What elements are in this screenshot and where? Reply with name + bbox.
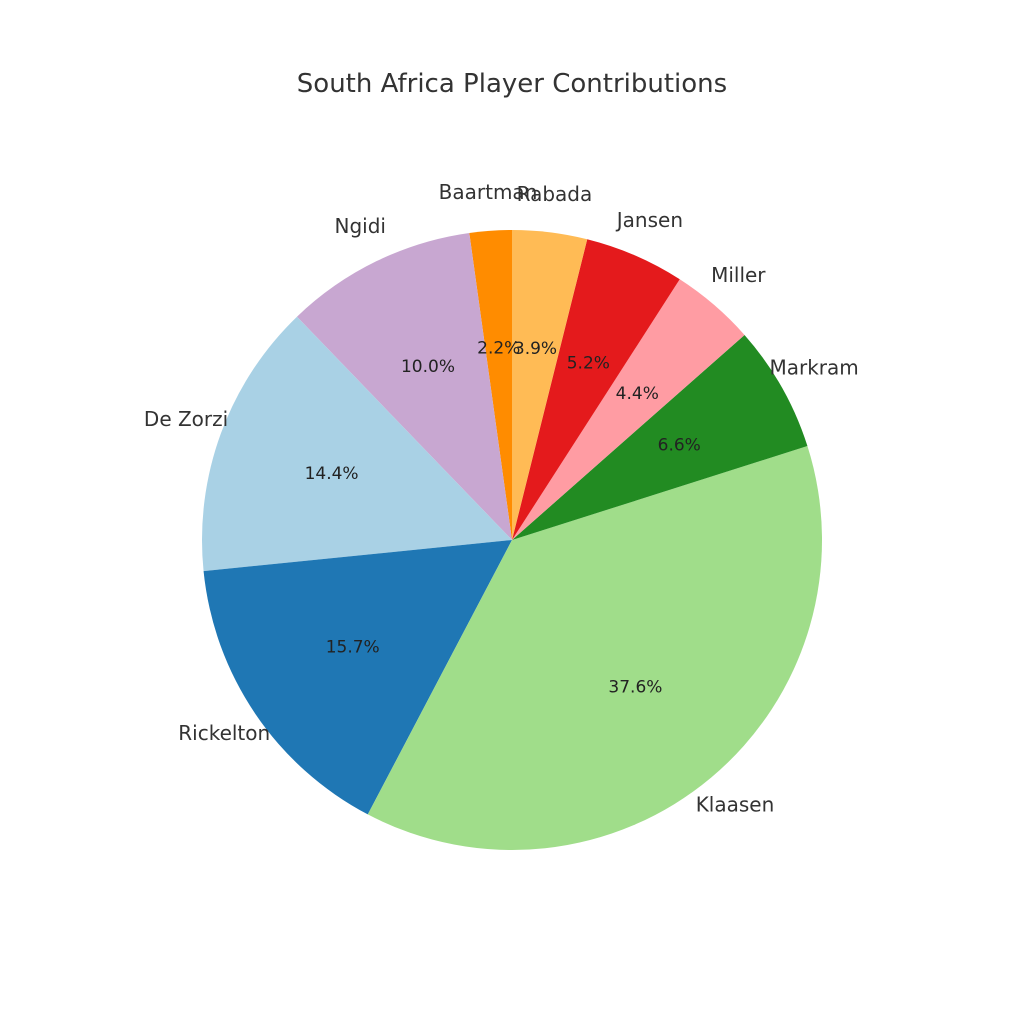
pie-chart: South Africa Player Contributions 2.2%10… xyxy=(0,0,1024,1024)
pie-label: Rabada xyxy=(517,182,593,206)
pie-label: Miller xyxy=(711,263,766,287)
pie-label: Jansen xyxy=(615,208,683,232)
pie-percent: 37.6% xyxy=(608,677,662,697)
pie-percent: 10.0% xyxy=(401,357,455,377)
pie-percent: 6.6% xyxy=(658,435,701,455)
pie-label: Rickelton xyxy=(178,721,270,745)
chart-title: South Africa Player Contributions xyxy=(297,69,727,99)
pie-percent: 3.9% xyxy=(514,339,557,359)
pie-slices xyxy=(202,230,822,850)
pie-label: Markram xyxy=(769,355,858,379)
pie-label: Klaasen xyxy=(696,793,775,817)
pie-percent: 5.2% xyxy=(567,354,610,374)
pie-percent: 14.4% xyxy=(305,464,359,484)
pie-percent: 15.7% xyxy=(326,638,380,658)
pie-label: De Zorzi xyxy=(144,407,228,431)
pie-percent: 4.4% xyxy=(616,384,659,404)
pie-label: Ngidi xyxy=(334,214,385,238)
